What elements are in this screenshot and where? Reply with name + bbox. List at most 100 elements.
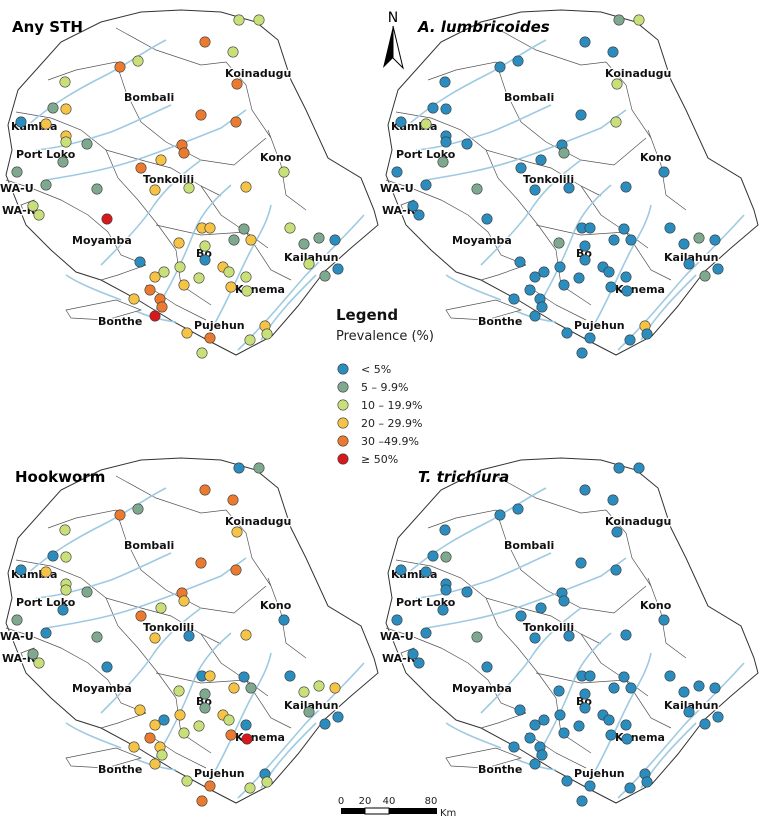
district-label-tonkolili: Tonkolili — [523, 173, 574, 186]
survey-point — [241, 285, 253, 297]
survey-point — [227, 46, 239, 58]
survey-point — [253, 14, 265, 26]
survey-point — [395, 116, 407, 128]
district-label-kono: Kono — [640, 599, 672, 612]
survey-point — [233, 462, 245, 474]
survey-point — [613, 14, 625, 26]
survey-point — [40, 179, 52, 191]
survey-point — [149, 719, 161, 731]
district-label-tonkolili: Tonkolili — [143, 621, 194, 634]
district-label-moyamba: Moyamba — [452, 234, 512, 247]
survey-point — [223, 714, 235, 726]
survey-point — [576, 347, 588, 359]
survey-point — [699, 718, 711, 730]
district-label-tonkolili: Tonkolili — [523, 621, 574, 634]
survey-point — [603, 714, 615, 726]
survey-point — [427, 550, 439, 562]
survey-point — [59, 76, 71, 88]
survey-point — [225, 281, 237, 293]
survey-point — [553, 685, 565, 697]
survey-point — [278, 166, 290, 178]
survey-point — [181, 327, 193, 339]
survey-point — [407, 648, 419, 660]
survey-point — [228, 234, 240, 246]
survey-point — [193, 720, 205, 732]
survey-point — [33, 209, 45, 221]
survey-point — [319, 718, 331, 730]
survey-point — [231, 526, 243, 538]
district-label-kailahun: Kailahun — [284, 699, 338, 712]
panel-title-any-sth: Any STH — [12, 18, 83, 36]
survey-point — [494, 509, 506, 521]
scale-tick-20: 20 — [359, 796, 372, 807]
district-label-bonthe: Bonthe — [478, 763, 522, 776]
survey-point — [535, 602, 547, 614]
survey-point — [149, 758, 161, 770]
survey-point — [240, 181, 252, 193]
scale-tick-40: 40 — [383, 796, 396, 807]
survey-point — [178, 147, 190, 159]
survey-point — [584, 670, 596, 682]
survey-point — [573, 720, 585, 732]
survey-point — [174, 709, 186, 721]
survey-point — [611, 78, 623, 90]
survey-point — [579, 688, 591, 700]
survey-point — [261, 328, 273, 340]
survey-point — [529, 310, 541, 322]
survey-point — [579, 702, 591, 714]
survey-point — [40, 118, 52, 130]
survey-point — [437, 604, 449, 616]
district-label-pujehun: Pujehun — [574, 319, 625, 332]
district-label-wa-u: WA-U — [380, 630, 414, 643]
district-label-tonkolili: Tonkolili — [143, 173, 194, 186]
legend-label: < 5% — [361, 363, 391, 376]
survey-point — [558, 595, 570, 607]
survey-point — [584, 780, 596, 792]
survey-point — [608, 234, 620, 246]
survey-point — [641, 328, 653, 340]
survey-point — [155, 602, 167, 614]
survey-point — [633, 462, 645, 474]
survey-point — [193, 272, 205, 284]
legend-label: 5 – 9.9% — [361, 381, 408, 394]
survey-point — [199, 702, 211, 714]
survey-point — [553, 237, 565, 249]
survey-point — [149, 310, 161, 322]
survey-point — [712, 263, 724, 275]
survey-point — [228, 682, 240, 694]
survey-point — [633, 14, 645, 26]
survey-point — [625, 234, 637, 246]
survey-point — [128, 293, 140, 305]
survey-point — [101, 661, 113, 673]
survey-point — [494, 61, 506, 73]
survey-point — [575, 109, 587, 121]
survey-point — [618, 223, 630, 235]
survey-point — [508, 293, 520, 305]
survey-point — [230, 564, 242, 576]
legend-subtitle: Prevalence (%) — [336, 329, 434, 344]
survey-point — [658, 614, 670, 626]
district-label-pujehun: Pujehun — [194, 767, 245, 780]
survey-point — [439, 76, 451, 88]
survey-point — [558, 727, 570, 739]
survey-point — [178, 727, 190, 739]
survey-point — [225, 729, 237, 741]
survey-point — [40, 566, 52, 578]
survey-point — [620, 271, 632, 283]
scale-tick-0: 0 — [338, 796, 344, 807]
survey-point — [91, 183, 103, 195]
survey-point — [664, 670, 676, 682]
survey-point — [27, 648, 39, 660]
survey-point — [678, 238, 690, 250]
survey-point — [624, 334, 636, 346]
survey-point — [461, 138, 473, 150]
district-label-bombali: Bombali — [124, 539, 174, 552]
survey-point — [156, 301, 168, 313]
survey-point — [303, 258, 315, 270]
survey-point — [554, 261, 566, 273]
survey-point — [245, 682, 257, 694]
district-label-moyamba: Moyamba — [72, 234, 132, 247]
survey-point — [709, 234, 721, 246]
survey-point — [233, 14, 245, 26]
survey-point — [60, 584, 72, 596]
